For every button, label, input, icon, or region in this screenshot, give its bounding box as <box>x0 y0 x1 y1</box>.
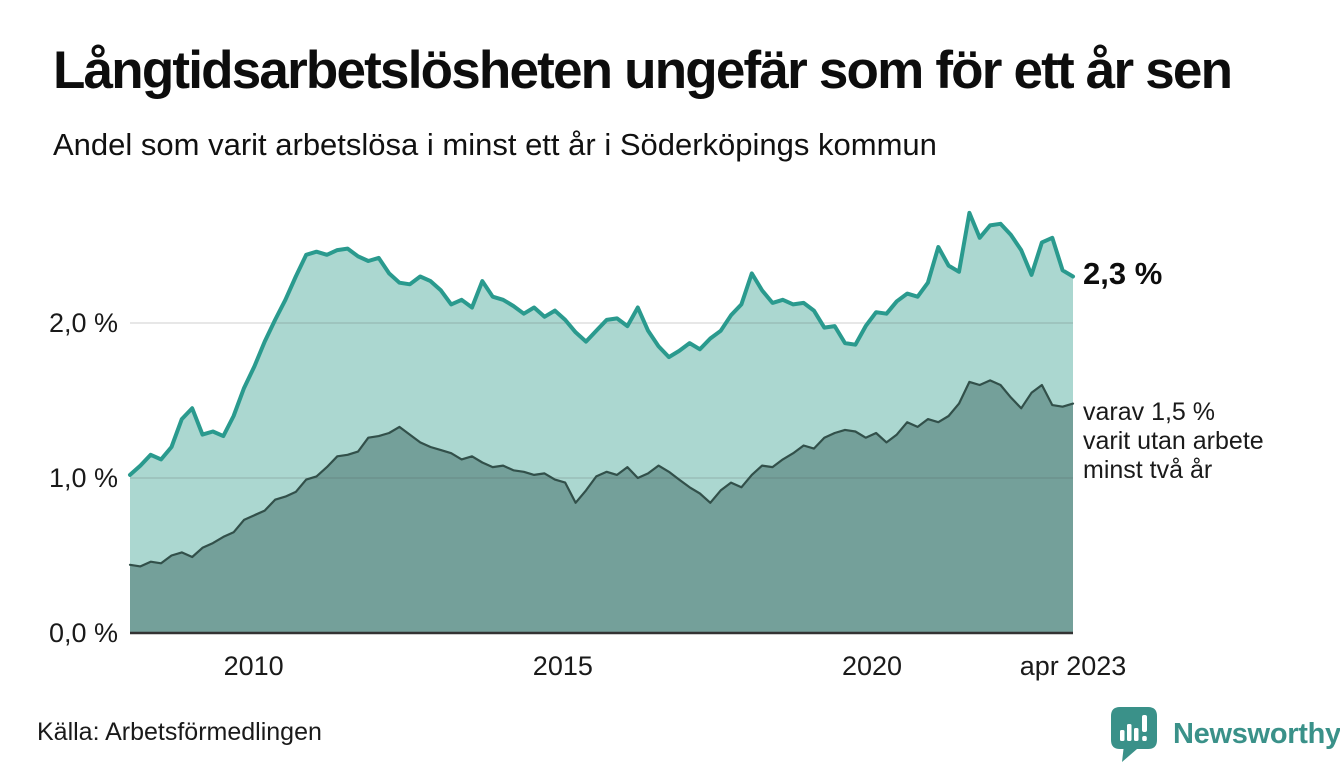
two-year-annotation-line: varav 1,5 % <box>1083 398 1216 426</box>
x-tick-label: 2010 <box>223 651 284 681</box>
two-year-annotation-line: minst två år <box>1083 456 1213 484</box>
source-credit: Källa: Arbetsförmedlingen <box>37 718 322 746</box>
series-line <box>128 210 1075 477</box>
y-tick-label: 0,0 % <box>48 618 118 648</box>
x-tick-label: 2015 <box>532 651 593 681</box>
newsworthy-logo-link[interactable]: Newsworthy <box>1110 706 1340 769</box>
two-year-annotation: varav 1,5 % varit utan arbete minst två … <box>1083 398 1264 485</box>
page-title: Långtidsarbetslösheten ungefär som för e… <box>53 41 1233 100</box>
y-tick-label: 2,0 % <box>48 308 118 338</box>
newsworthy-speech-bubble-chart-icon <box>1110 706 1160 769</box>
y-tick-label: 1,0 % <box>48 463 118 493</box>
two-year-annotation-line: varit utan arbete <box>1083 427 1264 455</box>
series-area <box>130 380 1073 633</box>
page-subtitle: Andel som varit arbetslösa i minst ett å… <box>53 127 937 162</box>
latest-value-label: 2,3 % <box>1083 256 1163 291</box>
x-tick-label: 2020 <box>841 651 903 681</box>
newsworthy-logo-text: Newsworthy <box>1173 718 1340 750</box>
series-line <box>128 379 1075 568</box>
x-tick-label: apr 2023 <box>1019 651 1127 681</box>
